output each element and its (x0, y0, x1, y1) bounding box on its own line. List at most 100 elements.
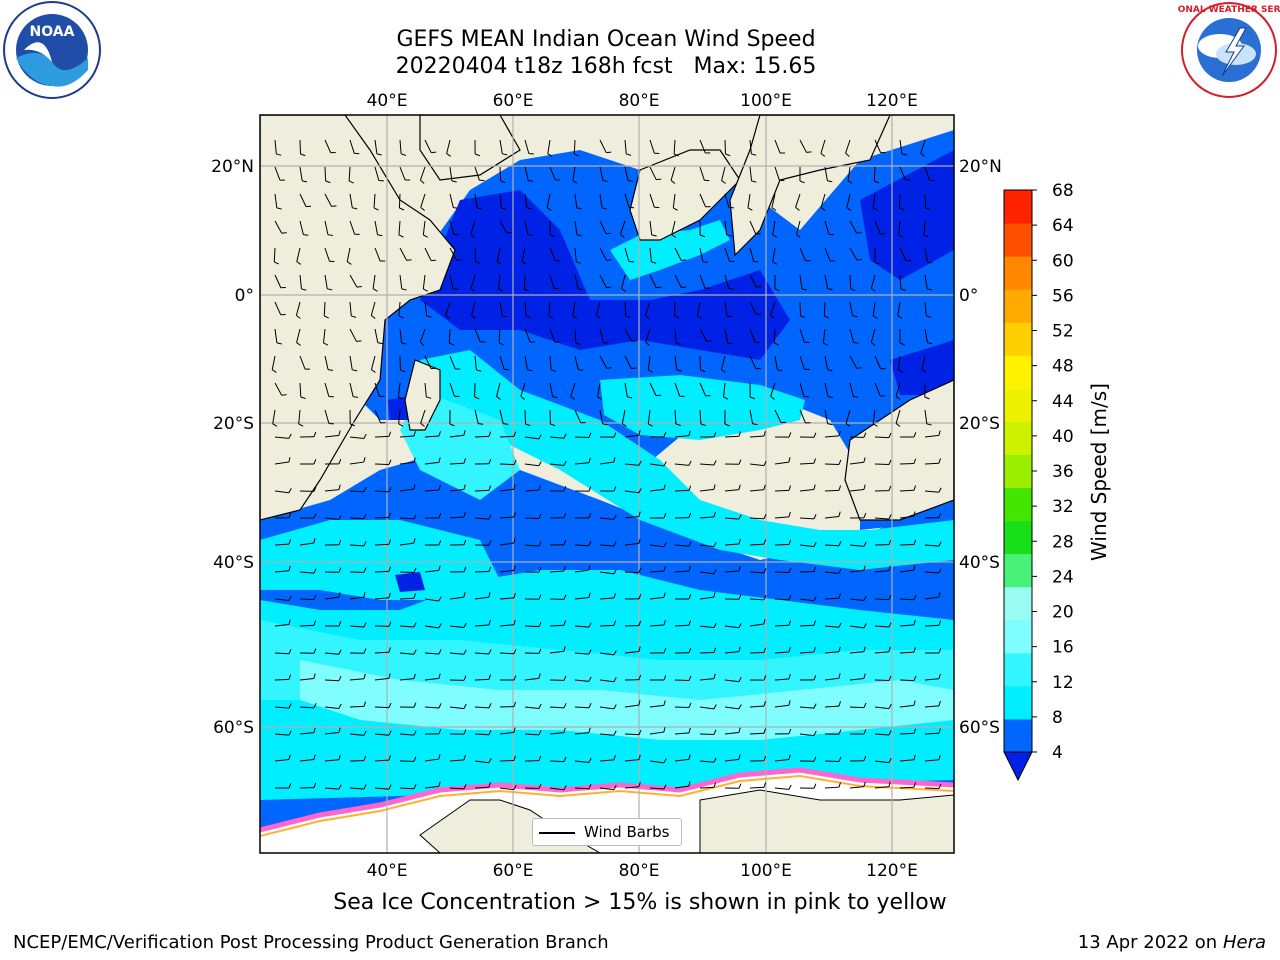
colorbar-segment (1004, 553, 1032, 588)
wind-barb (499, 139, 508, 156)
wind-barb (449, 382, 460, 398)
wind-barb (549, 512, 567, 519)
wind-barb (299, 620, 317, 627)
wind-barb (774, 432, 792, 438)
wind-barb (599, 514, 617, 520)
wind-barb (749, 274, 762, 288)
wind-barb (824, 247, 836, 262)
wind-barb (699, 569, 717, 575)
wind-barb (299, 166, 308, 183)
wind-barb (895, 382, 901, 400)
wind-barb (649, 700, 666, 708)
wind-barb (372, 274, 378, 292)
wind-barb (799, 703, 817, 709)
wind-barb (899, 166, 911, 181)
wind-barb (674, 355, 682, 372)
wind-barb (524, 220, 533, 236)
wind-barb (549, 433, 567, 439)
wind-barb (524, 193, 532, 210)
wind-barb (874, 485, 892, 492)
footer-date-text: 13 Apr 2022 on (1077, 932, 1218, 953)
wind-barb (299, 703, 317, 709)
wind-barb (324, 539, 342, 546)
wind-barb (399, 355, 406, 373)
wind-barb (424, 596, 442, 602)
wind-barb (674, 274, 687, 289)
wind-barb (374, 487, 392, 493)
colorbar-segment (1004, 487, 1032, 522)
wind-barb (870, 274, 876, 292)
wind-barb (474, 431, 492, 438)
wind-barb (549, 785, 567, 791)
wind-barb (899, 675, 917, 682)
wind-barb (399, 166, 411, 181)
wind-barb (324, 382, 334, 398)
wind-barb (599, 569, 617, 575)
lat-tick-right: 40°S (959, 553, 1000, 573)
wind-barb (624, 700, 641, 708)
wind-barb (749, 328, 760, 343)
wind-barb (749, 701, 766, 708)
wind-barb (670, 166, 676, 184)
wind-barb (599, 785, 617, 791)
wind-barb (874, 220, 886, 235)
wind-barb (673, 139, 679, 157)
wind-barb (724, 431, 742, 438)
land-mass (844, 379, 954, 521)
wind-barb (424, 382, 432, 399)
wind-barb (824, 646, 841, 654)
wind-barb (574, 193, 582, 210)
wind-barb (499, 193, 507, 210)
wind-barb (874, 646, 891, 654)
wind-barb (448, 328, 455, 346)
wind-barb (548, 301, 554, 319)
wind-barb (774, 754, 791, 762)
wind-barb (649, 193, 660, 209)
wind-barb (749, 166, 757, 183)
wind-barb (874, 382, 886, 397)
footer-host: Hera (1222, 932, 1266, 953)
wind-barb (274, 301, 286, 316)
wind-barb (823, 301, 830, 319)
wind-barb (574, 703, 592, 709)
wind-barb (624, 620, 642, 627)
wind-barb (699, 511, 716, 519)
wind-barb (799, 541, 817, 548)
wind-barb (674, 382, 685, 397)
wind-barb (674, 485, 692, 492)
wind-barb (399, 514, 417, 520)
wind-barb (924, 512, 942, 519)
wind-barb (299, 382, 306, 400)
wind-barb (349, 673, 366, 681)
wind-barb (474, 193, 482, 210)
wind-barb (899, 595, 917, 601)
colorbar-segment (1004, 355, 1032, 389)
wind-barb (770, 301, 776, 319)
wind-barb (749, 782, 767, 789)
lat-tick-right: 0° (959, 286, 978, 306)
wind-barb (799, 514, 817, 520)
wind-barb (849, 382, 859, 398)
wind-barb (599, 620, 617, 627)
wind-barb (899, 247, 912, 262)
wind-barb (424, 431, 441, 438)
wind-barb (349, 622, 367, 628)
wind-barb (924, 487, 942, 493)
wind-barb (749, 382, 755, 400)
wind-barb (899, 193, 905, 211)
wind-barb (574, 727, 591, 735)
wind-barb (424, 729, 442, 735)
wind-barb (349, 567, 367, 573)
wind-barb (724, 328, 733, 345)
wind-barb (895, 409, 901, 427)
wind-barb (399, 538, 416, 546)
wind-barb (724, 484, 741, 492)
wind-barb (549, 355, 557, 372)
wind-barb (749, 220, 761, 235)
legend-line-swatch (539, 832, 575, 834)
wind-barb (524, 328, 536, 343)
wind-barb (574, 676, 592, 682)
wind-barb (799, 675, 817, 681)
wind-barb (299, 727, 316, 735)
wind-barb (549, 539, 567, 546)
